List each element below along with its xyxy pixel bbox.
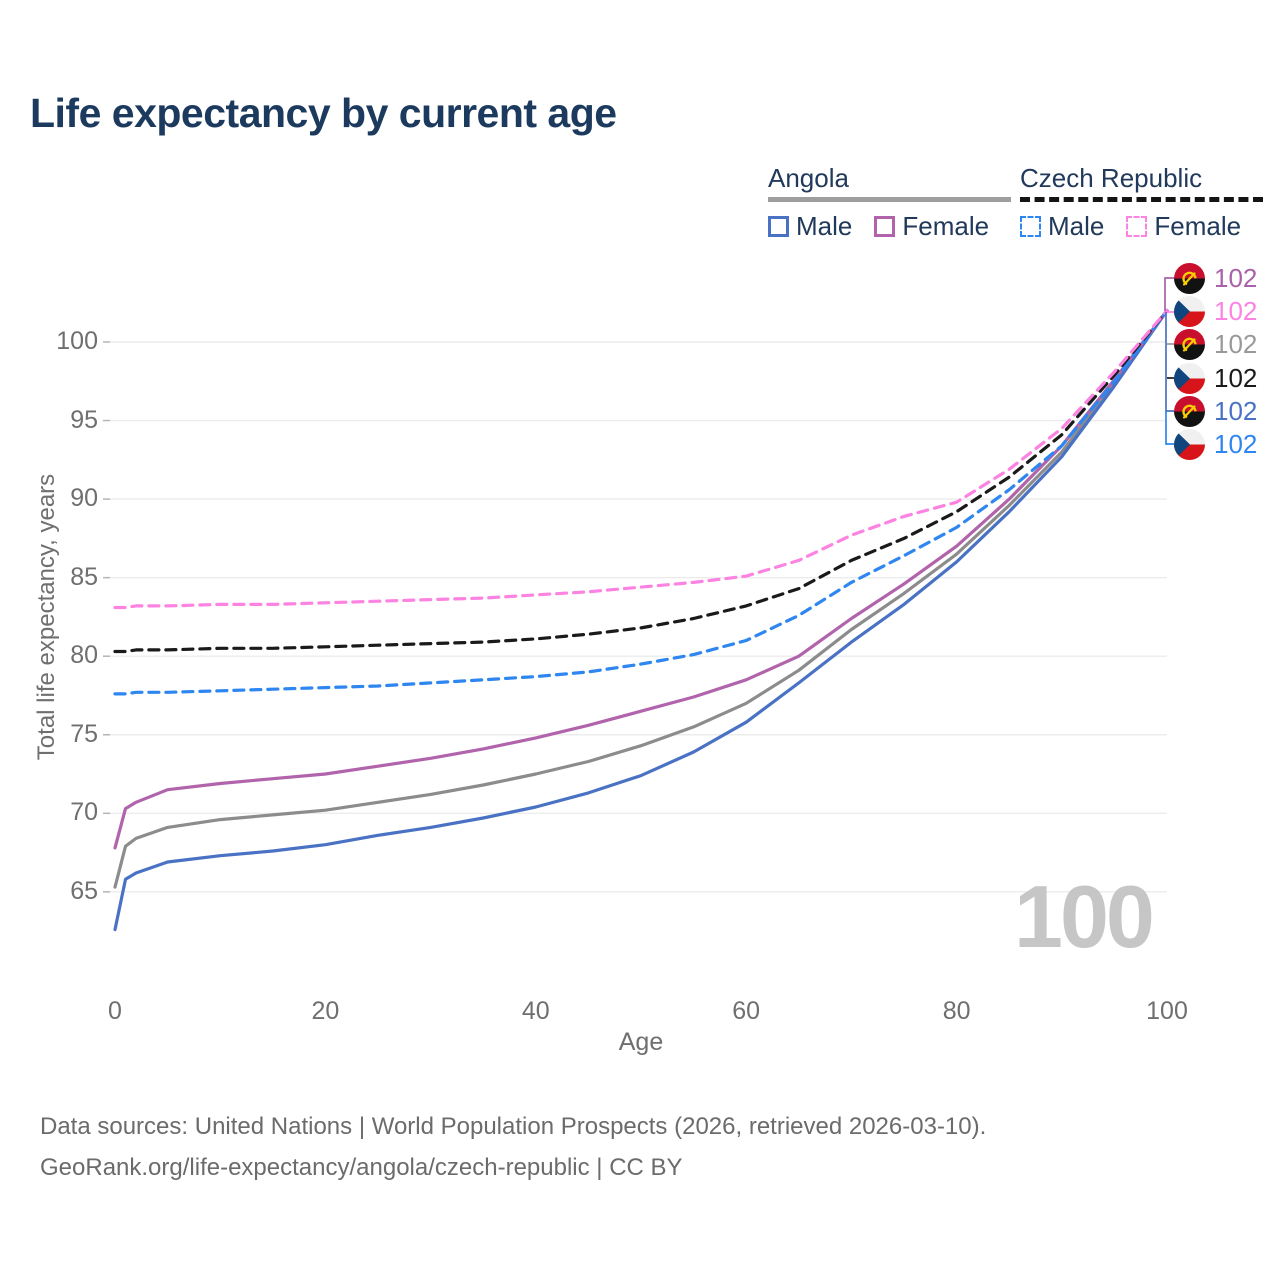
angola-flag-icon [1174, 328, 1205, 360]
x-tick-label-0: 0 [108, 997, 122, 1025]
legend-czech-male-swatch[interactable] [1020, 216, 1041, 237]
legend-group-czech-republic: Czech Republic Male Female [1020, 163, 1264, 242]
y-tick-label-80: 80 [70, 641, 98, 670]
czech-flag-icon [1174, 295, 1205, 327]
x-tick-label-100: 100 [1146, 997, 1188, 1025]
series-line-czech-republic-female[interactable] [113, 309, 1169, 610]
legend-czech-male-label[interactable]: Male [1048, 211, 1105, 241]
series-line-angola-both-sexes[interactable] [113, 309, 1169, 889]
endpoint-row-1: 102 [1174, 295, 1258, 327]
angola-flag-icon [1174, 395, 1205, 427]
legend-czech-label[interactable]: Czech Republic [1020, 163, 1203, 193]
series-line-angola-female[interactable] [113, 309, 1169, 850]
chart-title: Life expectancy by current age [30, 90, 617, 136]
footer: Data sources: United Nations | World Pop… [40, 1106, 986, 1188]
y-tick-label-75: 75 [70, 719, 98, 748]
legend-angola-male-swatch[interactable] [768, 216, 789, 237]
endpoint-value-4: 102 [1214, 395, 1258, 426]
leader-line-0 [1164, 277, 1174, 311]
x-tick-label-80: 80 [942, 997, 971, 1025]
legend-czech-female-swatch[interactable] [1126, 216, 1148, 237]
angola-flag-icon [1174, 262, 1205, 294]
czech-flag-icon [1174, 362, 1205, 394]
endpoint-row-3: 102 [1174, 362, 1258, 394]
endpoint-value-5: 102 [1214, 428, 1258, 459]
y-tick-label-85: 85 [70, 562, 98, 591]
x-axis-title: Age [618, 1028, 664, 1056]
legend-group-angola: Angola Male Female [768, 163, 1012, 242]
y-tick-label-70: 70 [70, 798, 98, 827]
x-tick-label-60: 60 [732, 997, 761, 1025]
x-tick-label-20: 20 [311, 997, 340, 1025]
leader-line-4 [1165, 312, 1174, 412]
legend-angola-female-label[interactable]: Female [902, 211, 990, 241]
series-line-angola-male[interactable] [113, 309, 1169, 932]
endpoint-row-2: 102 [1174, 328, 1258, 360]
endpoint-value-3: 102 [1214, 362, 1258, 393]
series-line-czech-republic-both-sexes[interactable] [113, 309, 1169, 654]
endpoint-value-0: 102 [1214, 262, 1258, 293]
endpoint-value-2: 102 [1214, 328, 1258, 359]
y-tick-label-95: 95 [70, 405, 98, 434]
legend-angola-male-label[interactable]: Male [796, 211, 853, 241]
legend-angola-label[interactable]: Angola [768, 163, 849, 193]
legend-angola-female-swatch[interactable] [874, 216, 896, 237]
y-tick-label-65: 65 [70, 876, 98, 905]
y-tick-label-90: 90 [70, 484, 98, 513]
endpoint-row-5: 102 [1174, 428, 1258, 460]
legend-czech-line-swatch [1020, 197, 1264, 202]
age-watermark: 100 [1014, 867, 1155, 966]
endpoint-value-1: 102 [1214, 295, 1258, 326]
legend-angola-line-swatch [768, 197, 1012, 202]
series-line-czech-republic-male[interactable] [113, 309, 1169, 696]
legend-czech-female-label[interactable]: Female [1154, 211, 1242, 241]
x-tick-label-40: 40 [521, 997, 550, 1025]
footer-data-sources: Data sources: United Nations | World Pop… [40, 1113, 987, 1140]
y-tick-label-100: 100 [56, 327, 98, 355]
endpoint-row-0: 102 [1174, 262, 1258, 294]
endpoint-row-4: 102 [1174, 395, 1258, 427]
czech-flag-icon [1174, 428, 1205, 460]
footer-attribution[interactable]: GeoRank.org/life-expectancy/angola/czech… [40, 1154, 683, 1181]
leader-line-5 [1165, 411, 1174, 445]
